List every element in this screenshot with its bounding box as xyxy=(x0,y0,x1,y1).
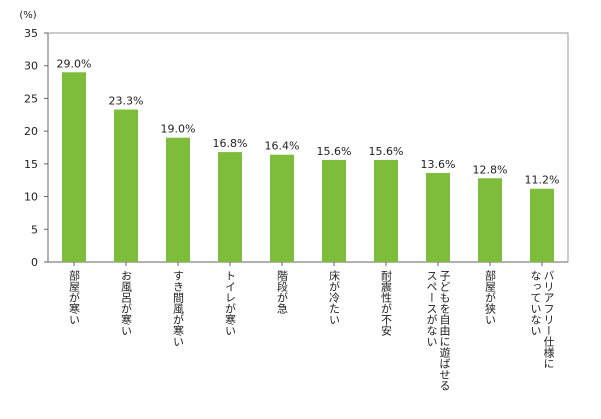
y-tick-label: 20 xyxy=(24,125,38,138)
category-label: トイレが寒い xyxy=(224,270,237,336)
bar xyxy=(166,137,190,262)
category-label: 部屋が狭い xyxy=(484,269,497,325)
bar-value-label: 15.6% xyxy=(317,145,352,158)
y-tick-label: 25 xyxy=(24,92,38,105)
bar-value-label: 11.2% xyxy=(525,174,560,187)
category-label: 部屋が寒い xyxy=(68,269,81,325)
category-label: すき間風が寒い xyxy=(172,270,185,347)
bar-value-label: 13.6% xyxy=(421,158,456,171)
bar xyxy=(62,72,86,262)
bar-value-label: 19.0% xyxy=(161,123,196,136)
y-tick-label: 35 xyxy=(24,27,38,40)
bar-value-label: 16.8% xyxy=(213,137,248,150)
category-label: お風呂が寒い xyxy=(120,270,133,336)
bar-value-label: 15.6% xyxy=(369,145,404,158)
y-tick-label: 0 xyxy=(31,256,38,269)
value-labels-group: 29.0% 23.3% 19.0% 16.8% 16.4% 15.6% 15.6% 13.6%… xyxy=(57,57,560,186)
bar xyxy=(478,178,502,262)
y-axis-ticks: 0 5 10 15 20 25 30 35 xyxy=(24,27,48,269)
bar xyxy=(426,173,450,262)
y-axis-unit-label: (%) xyxy=(19,10,36,21)
bars-group xyxy=(62,72,554,266)
bar-value-label: 16.4% xyxy=(265,140,300,153)
bar xyxy=(114,109,138,263)
category-label: 階段が急 xyxy=(276,269,289,314)
bar xyxy=(322,159,346,262)
bar-value-label: 23.3% xyxy=(109,95,144,108)
category-label: なっていない xyxy=(529,270,542,336)
category-label: スペースがない xyxy=(425,270,438,347)
category-label: 耐震性が不安 xyxy=(380,270,393,337)
bar xyxy=(218,152,242,262)
bar xyxy=(374,159,398,262)
category-label: 床が冷たい xyxy=(328,269,341,325)
bar xyxy=(270,154,294,262)
y-tick-label: 5 xyxy=(31,223,38,236)
category-label: 子どもを自由に遊ばせる xyxy=(438,270,451,391)
category-labels-group: 部屋が寒い お風呂が寒い すき間風が寒い トイレが寒い 階段が急 床が冷たい 耐震性が不安 子… xyxy=(68,269,556,391)
y-tick-label: 15 xyxy=(24,158,38,171)
category-label: バリアフリー仕様に xyxy=(542,270,555,369)
y-tick-label: 10 xyxy=(24,191,38,204)
bar-value-label: 12.8% xyxy=(473,163,508,176)
bar-value-label: 29.0% xyxy=(57,57,92,70)
y-tick-label: 30 xyxy=(24,60,38,73)
bar xyxy=(530,188,554,262)
